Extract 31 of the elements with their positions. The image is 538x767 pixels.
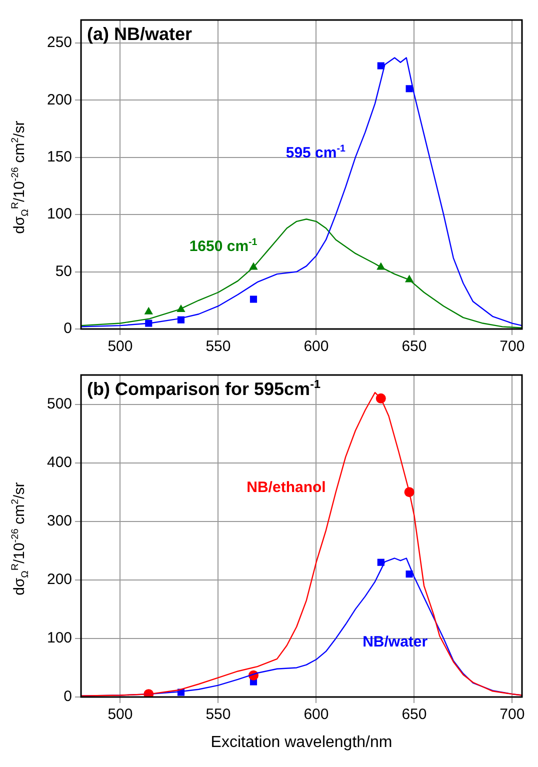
x-axis-title: Excitation wavelength/nm — [210, 734, 392, 751]
y-tick-label: 0 — [64, 320, 72, 338]
x-tick-label: 700 — [500, 338, 525, 356]
y-tick-label: 0 — [64, 688, 72, 706]
y-axis-title: dσΩR/10-26 cm2/sr — [10, 120, 31, 234]
y-tick-label: 200 — [46, 91, 72, 108]
x-tick-label: 500 — [108, 338, 133, 356]
y-tick-label: 500 — [46, 395, 72, 412]
series-label: NB/ethanol — [246, 479, 326, 496]
x-tick-label: 700 — [500, 706, 525, 724]
x-tick-label: 550 — [206, 338, 231, 356]
y-axis-title: dσΩR/10-26 cm2/sr — [10, 482, 31, 596]
point — [144, 306, 153, 314]
y-tick-label: 50 — [55, 262, 72, 280]
y-tick-label: 100 — [46, 630, 72, 647]
y-tick-label: 100 — [46, 206, 72, 223]
y-tick-label: 150 — [46, 148, 72, 166]
x-tick-label: 650 — [402, 338, 427, 356]
y-tick-label: 300 — [46, 512, 72, 530]
series-label: NB/water — [362, 633, 428, 650]
chart-title: (a) NB/water — [87, 24, 192, 44]
x-tick-label: 650 — [402, 706, 427, 724]
point — [250, 296, 258, 303]
y-tick-label: 400 — [46, 454, 72, 471]
x-tick-label: 600 — [304, 706, 329, 724]
x-tick-label: 550 — [206, 706, 231, 724]
y-tick-label: 200 — [46, 571, 72, 588]
x-tick-label: 500 — [108, 706, 133, 724]
y-tick-label: 250 — [46, 34, 72, 52]
x-tick-label: 600 — [304, 338, 329, 356]
point — [377, 62, 384, 70]
